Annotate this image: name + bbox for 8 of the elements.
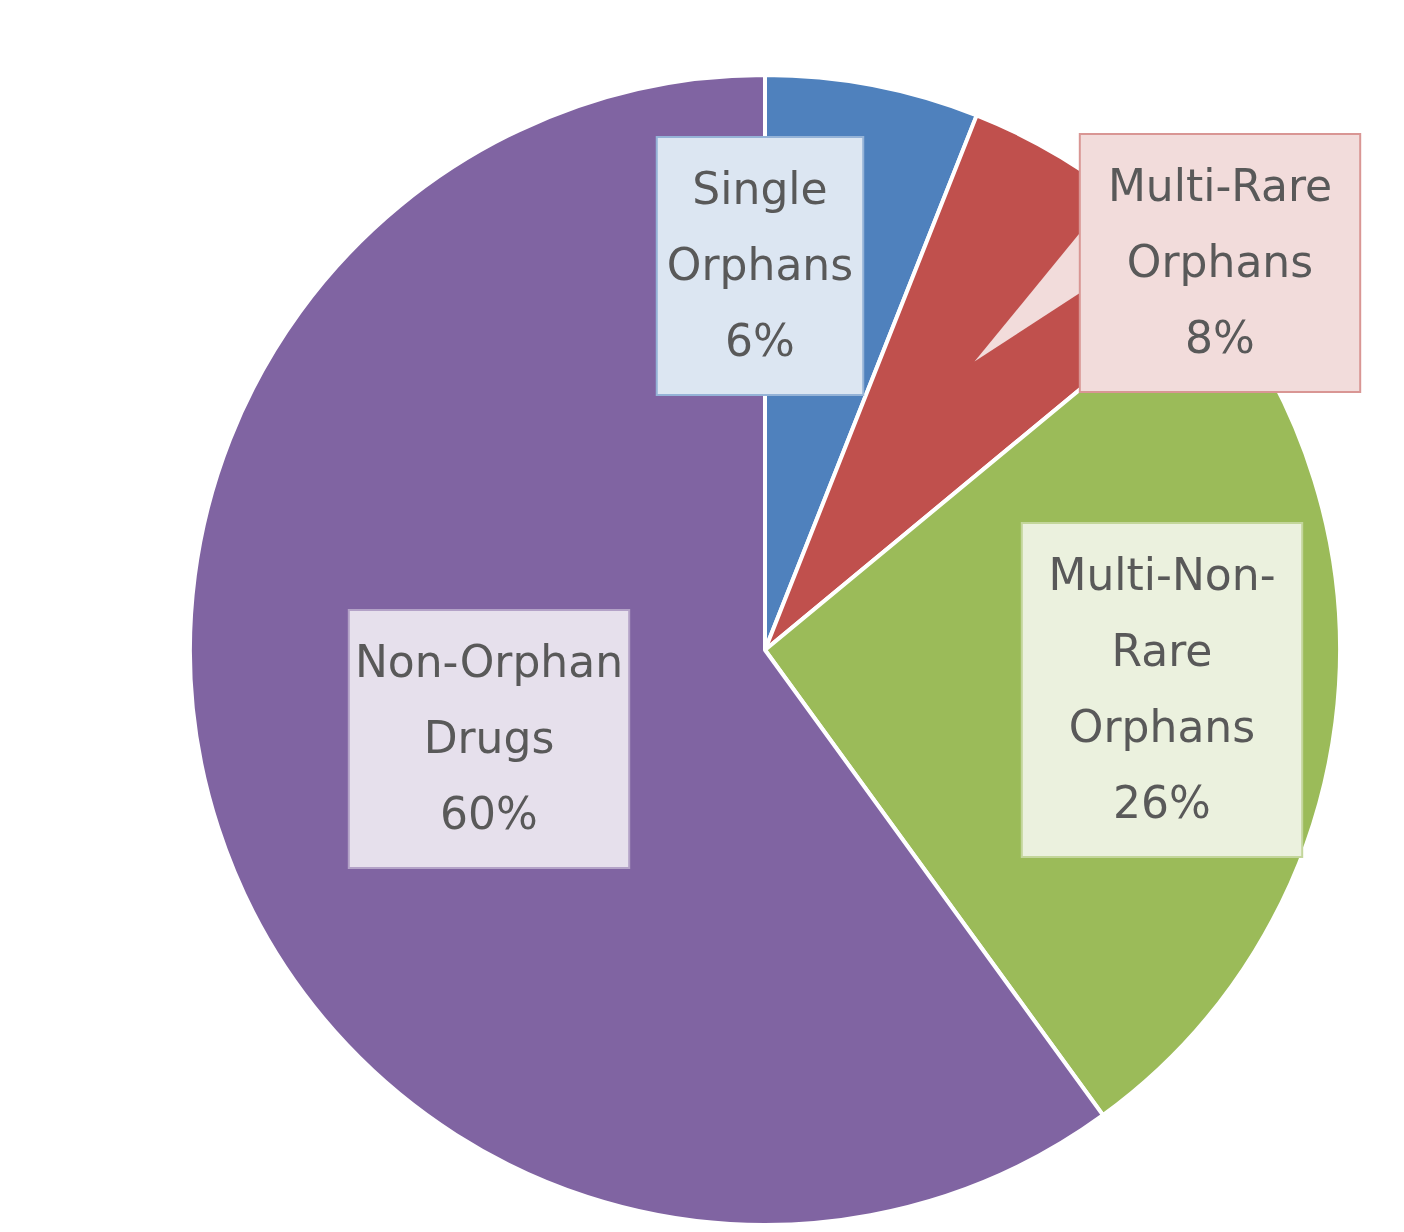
data-label: 26% xyxy=(1113,776,1211,828)
slice-label: Single Orphans xyxy=(666,162,854,290)
data-label: 6% xyxy=(725,314,795,366)
slice-label: Multi-Rare Orphans xyxy=(1107,159,1333,287)
data-label: 60% xyxy=(440,787,538,839)
slice-label: Multi-Non-Rare Orphans xyxy=(1048,548,1276,752)
data-label: 8% xyxy=(1185,311,1255,363)
slice-label: Non-Orphan Drugs xyxy=(354,635,624,763)
